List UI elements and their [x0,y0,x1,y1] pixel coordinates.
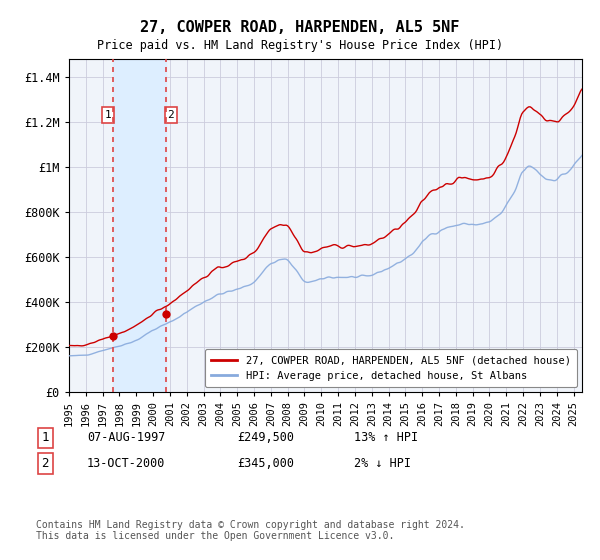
Legend: 27, COWPER ROAD, HARPENDEN, AL5 5NF (detached house), HPI: Average price, detach: 27, COWPER ROAD, HARPENDEN, AL5 5NF (det… [205,349,577,387]
Text: 2: 2 [41,457,49,470]
Text: 2: 2 [167,110,175,120]
Text: 2% ↓ HPI: 2% ↓ HPI [354,457,411,470]
Text: 1: 1 [104,110,112,120]
Bar [113,59,166,392]
Text: 27, COWPER ROAD, HARPENDEN, AL5 5NF: 27, COWPER ROAD, HARPENDEN, AL5 5NF [140,20,460,35]
Text: 1: 1 [41,431,49,445]
Text: £249,500: £249,500 [237,431,294,445]
Text: 13% ↑ HPI: 13% ↑ HPI [354,431,418,445]
Text: Contains HM Land Registry data © Crown copyright and database right 2024.
This d: Contains HM Land Registry data © Crown c… [36,520,465,542]
Text: Price paid vs. HM Land Registry's House Price Index (HPI): Price paid vs. HM Land Registry's House … [97,39,503,52]
Text: 07-AUG-1997: 07-AUG-1997 [87,431,166,445]
Text: 13-OCT-2000: 13-OCT-2000 [87,457,166,470]
Text: £345,000: £345,000 [237,457,294,470]
